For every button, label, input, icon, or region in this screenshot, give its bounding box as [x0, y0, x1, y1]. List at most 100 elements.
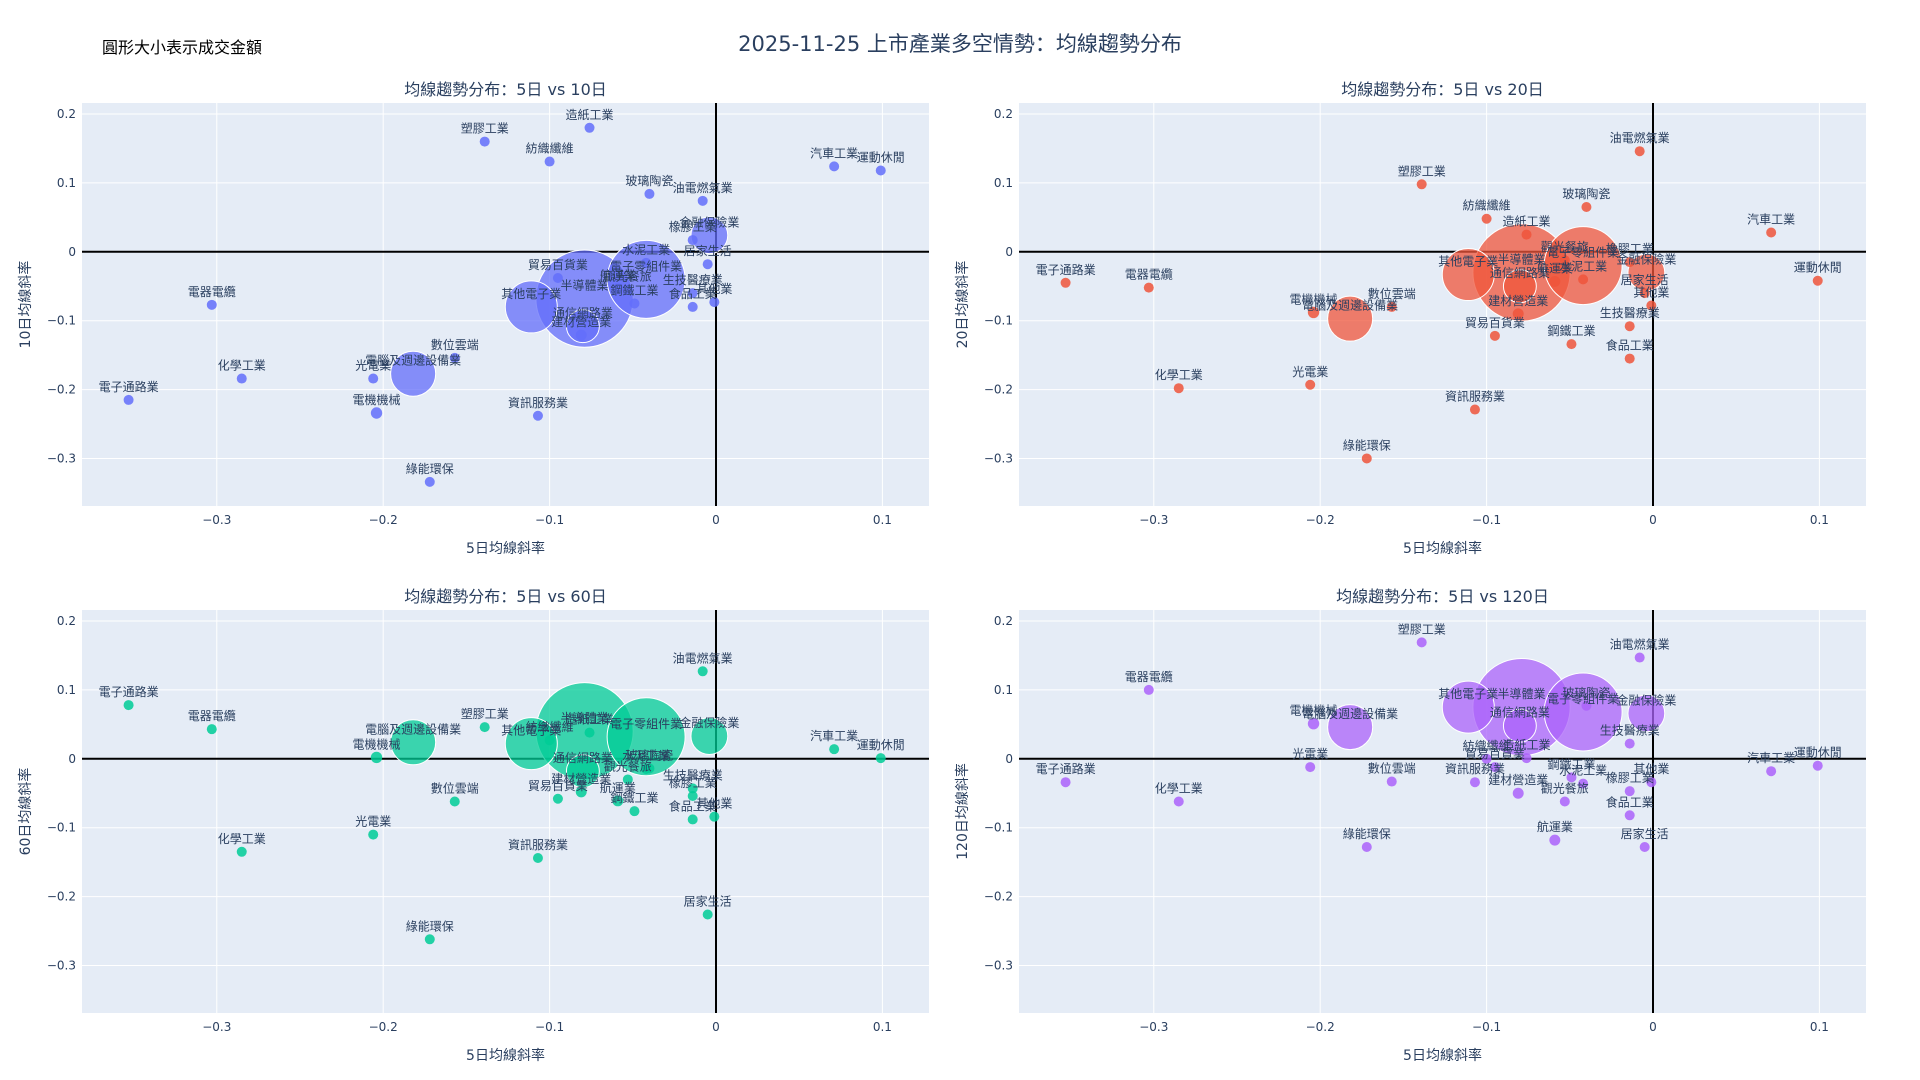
- bubble-marker[interactable]: [1639, 288, 1650, 299]
- bubble-marker[interactable]: [1766, 766, 1777, 777]
- bubble-marker[interactable]: [1143, 282, 1154, 293]
- bubble-marker[interactable]: [1581, 700, 1592, 711]
- bubble-marker[interactable]: [1543, 672, 1623, 752]
- bubble-marker[interactable]: [1386, 301, 1397, 312]
- chart-ma10[interactable]: −0.3 −0.2 −0.1 0 0.1 −0.3 −0.2 −0.1 0 0.1 0.2 均線趨勢分…: [17, 80, 929, 557]
- bubble-marker[interactable]: [1361, 453, 1372, 464]
- bubble-marker[interactable]: [206, 724, 217, 735]
- bubble-marker[interactable]: [370, 407, 383, 419]
- bubble-marker[interactable]: [629, 298, 640, 309]
- bubble-marker[interactable]: [1646, 300, 1657, 311]
- bubble-marker[interactable]: [1646, 777, 1657, 788]
- bubble-marker[interactable]: [206, 299, 217, 310]
- bubble-marker[interactable]: [449, 352, 460, 363]
- bubble-marker[interactable]: [1624, 321, 1635, 332]
- bubble-marker[interactable]: [368, 373, 379, 384]
- bubble-marker[interactable]: [687, 814, 698, 825]
- bubble-marker[interactable]: [584, 727, 595, 738]
- bubble-marker[interactable]: [390, 350, 437, 397]
- bubble-marker[interactable]: [1559, 796, 1570, 807]
- bubble-marker[interactable]: [504, 280, 558, 334]
- bubble-marker[interactable]: [1502, 269, 1537, 304]
- bubble-marker[interactable]: [1307, 306, 1320, 319]
- bubble-marker[interactable]: [479, 722, 490, 733]
- bubble-marker[interactable]: [1549, 275, 1561, 287]
- bubble-marker[interactable]: [1143, 684, 1154, 695]
- bubble-marker[interactable]: [1469, 404, 1480, 415]
- bubble-marker[interactable]: [644, 188, 655, 199]
- bubble-marker[interactable]: [123, 700, 134, 711]
- bubble-marker[interactable]: [1307, 717, 1320, 730]
- bubble-marker[interactable]: [1634, 146, 1645, 157]
- bubble-marker[interactable]: [1416, 179, 1427, 190]
- bubble-marker[interactable]: [390, 719, 437, 766]
- bubble-marker[interactable]: [1624, 353, 1635, 364]
- bubble-marker[interactable]: [1559, 255, 1570, 266]
- bubble-marker[interactable]: [575, 786, 587, 798]
- bubble-marker[interactable]: [709, 297, 720, 308]
- bubble-marker[interactable]: [1566, 339, 1577, 350]
- bubble-marker[interactable]: [123, 394, 134, 405]
- bubble-marker[interactable]: [575, 329, 587, 341]
- bubble-marker[interactable]: [1812, 760, 1823, 771]
- bubble-marker[interactable]: [875, 753, 886, 764]
- bubble-marker[interactable]: [370, 751, 383, 764]
- bubble-marker[interactable]: [368, 829, 379, 840]
- bubble-marker[interactable]: [702, 259, 713, 270]
- bubble-marker[interactable]: [709, 811, 720, 822]
- bubble-marker[interactable]: [875, 165, 886, 176]
- bubble-marker[interactable]: [532, 410, 543, 421]
- bubble-marker[interactable]: [1481, 753, 1492, 764]
- bubble-marker[interactable]: [236, 846, 247, 857]
- bubble-marker[interactable]: [552, 793, 563, 804]
- bubble-marker[interactable]: [629, 806, 640, 817]
- bubble-marker[interactable]: [1327, 704, 1374, 751]
- bubble-marker[interactable]: [1327, 295, 1374, 342]
- bubble-marker[interactable]: [1305, 762, 1316, 773]
- bubble-marker[interactable]: [687, 301, 698, 312]
- bubble-marker[interactable]: [687, 288, 698, 299]
- bubble-marker[interactable]: [687, 783, 698, 794]
- bubble-marker[interactable]: [1627, 694, 1666, 733]
- bubble-marker[interactable]: [1766, 227, 1777, 238]
- bubble-marker[interactable]: [641, 257, 652, 268]
- bubble-marker[interactable]: [687, 235, 698, 246]
- bubble-marker[interactable]: [1634, 652, 1645, 663]
- bubble-marker[interactable]: [622, 284, 633, 295]
- bubble-marker[interactable]: [644, 763, 655, 774]
- bubble-marker[interactable]: [606, 697, 686, 777]
- bubble-marker[interactable]: [702, 909, 713, 920]
- bubble-marker[interactable]: [1543, 226, 1623, 306]
- bubble-marker[interactable]: [622, 774, 633, 785]
- chart-ma120[interactable]: −0.3 −0.2 −0.1 0 0.1 −0.3 −0.2 −0.1 0 0.1 0.2 均線趨勢分…: [954, 587, 1866, 1064]
- bubble-marker[interactable]: [612, 282, 624, 294]
- bubble-marker[interactable]: [479, 136, 490, 147]
- bubble-marker[interactable]: [1624, 786, 1635, 797]
- bubble-marker[interactable]: [1624, 810, 1635, 821]
- bubble-marker[interactable]: [1512, 787, 1524, 799]
- bubble-marker[interactable]: [1386, 776, 1397, 787]
- bubble-marker[interactable]: [1441, 680, 1495, 734]
- bubble-marker[interactable]: [1812, 275, 1823, 286]
- bubble-marker[interactable]: [1639, 841, 1650, 852]
- bubble-marker[interactable]: [1521, 229, 1532, 240]
- bubble-marker[interactable]: [424, 934, 435, 945]
- bubble-marker[interactable]: [532, 853, 543, 863]
- bubble-marker[interactable]: [449, 796, 460, 807]
- bubble-marker[interactable]: [1521, 753, 1532, 764]
- bubble-marker[interactable]: [424, 476, 435, 487]
- bubble-marker[interactable]: [552, 272, 563, 283]
- bubble-marker[interactable]: [1578, 778, 1589, 789]
- chart-ma20[interactable]: −0.3 −0.2 −0.1 0 0.1 −0.3 −0.2 −0.1 0 0.1 0.2 均線趨勢分…: [954, 80, 1866, 557]
- bubble-marker[interactable]: [1578, 274, 1589, 285]
- bubble-marker[interactable]: [1624, 738, 1635, 749]
- bubble-marker[interactable]: [1416, 637, 1427, 648]
- bubble-marker[interactable]: [829, 161, 840, 172]
- bubble-marker[interactable]: [1361, 841, 1372, 852]
- bubble-marker[interactable]: [690, 216, 729, 255]
- bubble-marker[interactable]: [1502, 708, 1537, 743]
- bubble-marker[interactable]: [544, 156, 555, 167]
- bubble-marker[interactable]: [584, 122, 595, 133]
- bubble-marker[interactable]: [1624, 257, 1635, 268]
- bubble-marker[interactable]: [1566, 772, 1577, 783]
